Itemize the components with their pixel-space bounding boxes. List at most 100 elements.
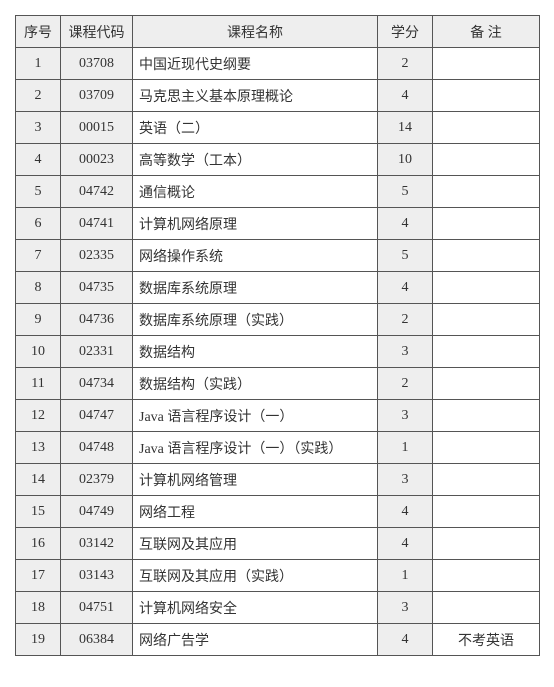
cell-notes [433,240,540,272]
cell-name: 互联网及其应用 [133,528,378,560]
cell-code: 03709 [61,80,133,112]
header-credits: 学分 [378,16,433,48]
table-header-row: 序号 课程代码 课程名称 学分 备 注 [16,16,540,48]
cell-notes [433,112,540,144]
table-row: 804735数据库系统原理4 [16,272,540,304]
table-row: 1104734数据结构（实践）2 [16,368,540,400]
cell-notes [433,48,540,80]
cell-seq: 5 [16,176,61,208]
cell-name: 数据库系统原理（实践） [133,304,378,336]
cell-seq: 15 [16,496,61,528]
cell-notes [433,592,540,624]
cell-code: 02335 [61,240,133,272]
cell-name: Java 语言程序设计（一） [133,400,378,432]
table-row: 1402379计算机网络管理3 [16,464,540,496]
cell-code: 03708 [61,48,133,80]
cell-credits: 14 [378,112,433,144]
cell-seq: 13 [16,432,61,464]
cell-code: 04749 [61,496,133,528]
header-code: 课程代码 [61,16,133,48]
cell-name: 通信概论 [133,176,378,208]
table-row: 1002331数据结构3 [16,336,540,368]
cell-seq: 6 [16,208,61,240]
table-row: 1603142互联网及其应用4 [16,528,540,560]
cell-code: 04736 [61,304,133,336]
course-table: 序号 课程代码 课程名称 学分 备 注 103708中国近现代史纲要220370… [15,15,540,656]
table-row: 904736数据库系统原理（实践）2 [16,304,540,336]
cell-code: 04734 [61,368,133,400]
cell-credits: 1 [378,432,433,464]
cell-name: 中国近现代史纲要 [133,48,378,80]
cell-name: 互联网及其应用（实践） [133,560,378,592]
cell-code: 03143 [61,560,133,592]
cell-code: 00015 [61,112,133,144]
cell-seq: 16 [16,528,61,560]
cell-credits: 4 [378,528,433,560]
cell-seq: 17 [16,560,61,592]
cell-notes [433,368,540,400]
cell-credits: 2 [378,368,433,400]
cell-name: 数据结构 [133,336,378,368]
cell-name: 英语（二） [133,112,378,144]
cell-code: 06384 [61,624,133,656]
table-row: 1906384网络广告学4不考英语 [16,624,540,656]
header-name: 课程名称 [133,16,378,48]
cell-seq: 7 [16,240,61,272]
cell-notes [433,144,540,176]
table-row: 400023高等数学（工本）10 [16,144,540,176]
cell-credits: 4 [378,624,433,656]
cell-notes [433,464,540,496]
cell-name: 网络广告学 [133,624,378,656]
cell-credits: 2 [378,48,433,80]
cell-credits: 5 [378,240,433,272]
table-row: 300015英语（二）14 [16,112,540,144]
cell-notes [433,272,540,304]
cell-notes [433,80,540,112]
cell-credits: 4 [378,496,433,528]
cell-seq: 9 [16,304,61,336]
cell-name: 数据结构（实践） [133,368,378,400]
header-seq: 序号 [16,16,61,48]
cell-name: 计算机网络管理 [133,464,378,496]
cell-notes [433,496,540,528]
cell-seq: 12 [16,400,61,432]
cell-seq: 19 [16,624,61,656]
table-row: 1504749网络工程4 [16,496,540,528]
table-row: 604741计算机网络原理4 [16,208,540,240]
cell-name: 数据库系统原理 [133,272,378,304]
cell-credits: 3 [378,400,433,432]
cell-code: 00023 [61,144,133,176]
cell-notes [433,208,540,240]
cell-seq: 14 [16,464,61,496]
cell-seq: 11 [16,368,61,400]
cell-notes [433,176,540,208]
cell-code: 04751 [61,592,133,624]
cell-notes [433,432,540,464]
cell-notes [433,400,540,432]
table-row: 1204747Java 语言程序设计（一）3 [16,400,540,432]
cell-notes: 不考英语 [433,624,540,656]
table-body: 103708中国近现代史纲要2203709马克思主义基本原理概论4300015英… [16,48,540,656]
cell-notes [433,528,540,560]
cell-credits: 4 [378,80,433,112]
cell-name: 马克思主义基本原理概论 [133,80,378,112]
cell-credits: 5 [378,176,433,208]
cell-name: 网络工程 [133,496,378,528]
cell-code: 04741 [61,208,133,240]
table-row: 1703143互联网及其应用（实践）1 [16,560,540,592]
table-row: 504742通信概论5 [16,176,540,208]
cell-code: 03142 [61,528,133,560]
cell-credits: 4 [378,272,433,304]
cell-seq: 2 [16,80,61,112]
cell-seq: 4 [16,144,61,176]
table-row: 1304748Java 语言程序设计（一）（实践）1 [16,432,540,464]
header-notes: 备 注 [433,16,540,48]
cell-code: 04748 [61,432,133,464]
cell-seq: 10 [16,336,61,368]
cell-notes [433,304,540,336]
cell-credits: 3 [378,592,433,624]
cell-credits: 3 [378,336,433,368]
table-row: 702335网络操作系统5 [16,240,540,272]
cell-code: 04742 [61,176,133,208]
cell-credits: 4 [378,208,433,240]
